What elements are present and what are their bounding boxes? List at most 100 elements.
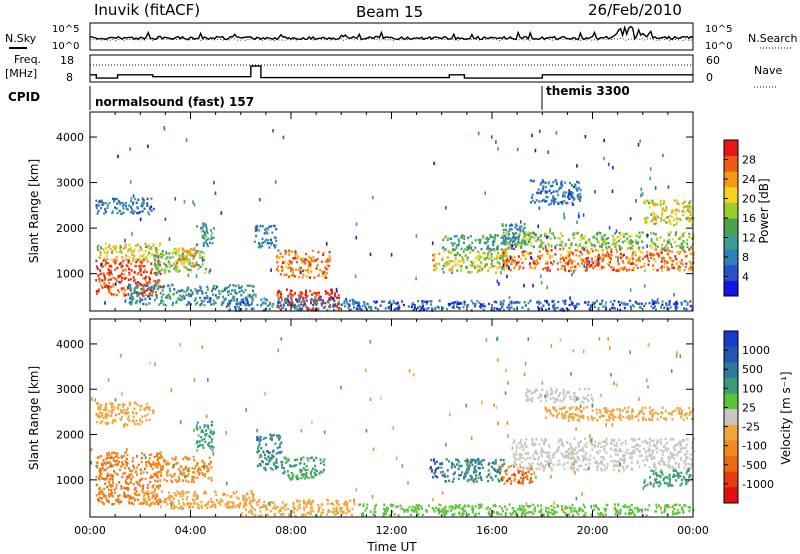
power-cell <box>206 295 209 298</box>
velocity-cell <box>259 464 262 467</box>
power-cell <box>192 248 195 251</box>
power-cell <box>665 259 668 263</box>
power-cell <box>325 242 328 246</box>
power-cell <box>600 235 603 238</box>
power-cell <box>244 303 247 306</box>
power-cell <box>560 182 563 185</box>
velocity-cell <box>173 506 176 510</box>
velocity-cell <box>429 467 432 470</box>
power-cell <box>585 241 587 245</box>
power-cell <box>653 203 656 206</box>
power-cell <box>183 290 186 293</box>
velocity-cell <box>331 510 334 513</box>
power-cell <box>559 243 561 247</box>
velocity-cell <box>295 475 298 479</box>
power-colorbar-swatch-4 <box>724 218 738 235</box>
velocity-cell <box>562 463 565 467</box>
power-cell <box>214 288 217 291</box>
power-cell <box>356 305 359 308</box>
power-cell <box>483 257 486 261</box>
power-patch-3 <box>171 247 198 268</box>
power-cell <box>506 258 509 261</box>
velocity-cell <box>205 433 208 436</box>
power-cell <box>599 302 602 306</box>
velocity-cell <box>99 421 102 424</box>
power-cell <box>567 238 570 241</box>
power-cell <box>557 202 560 205</box>
velocity-cell <box>128 498 131 501</box>
power-cell <box>143 257 146 260</box>
power-cell <box>240 289 243 292</box>
power-cell <box>572 203 575 206</box>
power-cell <box>265 238 267 242</box>
power-cell <box>639 306 642 310</box>
power-cell <box>239 286 242 290</box>
power-cell <box>303 299 306 303</box>
velocity-cell <box>111 474 114 478</box>
power-cell <box>198 256 201 259</box>
power-cell <box>160 296 163 299</box>
power-cell <box>589 241 592 245</box>
velocity-cell <box>160 471 163 474</box>
power-cell <box>148 279 151 282</box>
power-cell <box>646 257 649 260</box>
velocity-cell <box>308 476 311 480</box>
power-cell <box>328 255 331 258</box>
power-cell <box>320 260 323 263</box>
power-cell <box>96 267 99 270</box>
power-cell <box>672 259 675 262</box>
power-cell <box>99 269 102 272</box>
power-cell <box>347 306 350 309</box>
power-cell <box>452 244 455 247</box>
velocity-cell <box>147 406 150 409</box>
power-cell <box>664 216 667 219</box>
power-cell <box>351 301 354 304</box>
power-cell <box>156 248 159 252</box>
power-cell <box>200 302 203 306</box>
power-cell <box>511 237 514 240</box>
power-cell <box>611 234 614 238</box>
power-cell <box>654 248 657 251</box>
power-cell <box>169 297 172 300</box>
power-cell <box>512 301 515 304</box>
power-cell <box>372 195 374 200</box>
power-cell <box>530 235 533 239</box>
power-cell <box>654 233 657 236</box>
power-cell <box>302 260 305 263</box>
power-cell <box>488 266 491 270</box>
velocity-cell <box>513 452 516 456</box>
velocity-cell <box>188 507 191 510</box>
velocity-cell <box>281 466 283 469</box>
power-cell <box>684 255 687 258</box>
power-cell <box>523 222 526 226</box>
velocity-cell <box>685 456 687 459</box>
velocity-cell <box>452 472 455 476</box>
power-cell <box>674 304 677 307</box>
power-cell <box>142 253 145 256</box>
power-cell <box>560 307 563 311</box>
power-cell <box>559 260 562 264</box>
power-cell <box>152 207 155 211</box>
power-cbar-label-4: 4 <box>742 271 749 284</box>
velocity-cell <box>188 457 191 461</box>
power-patch-11 <box>432 252 441 272</box>
velocity-cell <box>146 471 149 474</box>
power-cell <box>170 264 173 267</box>
power-cell <box>142 258 145 261</box>
power-cell <box>104 252 107 255</box>
power-cell <box>95 199 98 202</box>
velocity-cell <box>259 510 262 513</box>
power-cell <box>527 252 530 256</box>
velocity-cell <box>107 461 110 464</box>
velocity-cell <box>152 493 155 496</box>
power-cell <box>127 259 130 263</box>
power-cell <box>549 237 552 240</box>
velocity-cell <box>142 484 145 487</box>
velocity-cell <box>163 478 166 481</box>
velocity-cell <box>151 409 154 412</box>
velocity-cell <box>208 441 211 445</box>
velocity-cell <box>310 475 313 478</box>
velocity-cell <box>257 447 259 450</box>
power-cell <box>498 282 500 286</box>
